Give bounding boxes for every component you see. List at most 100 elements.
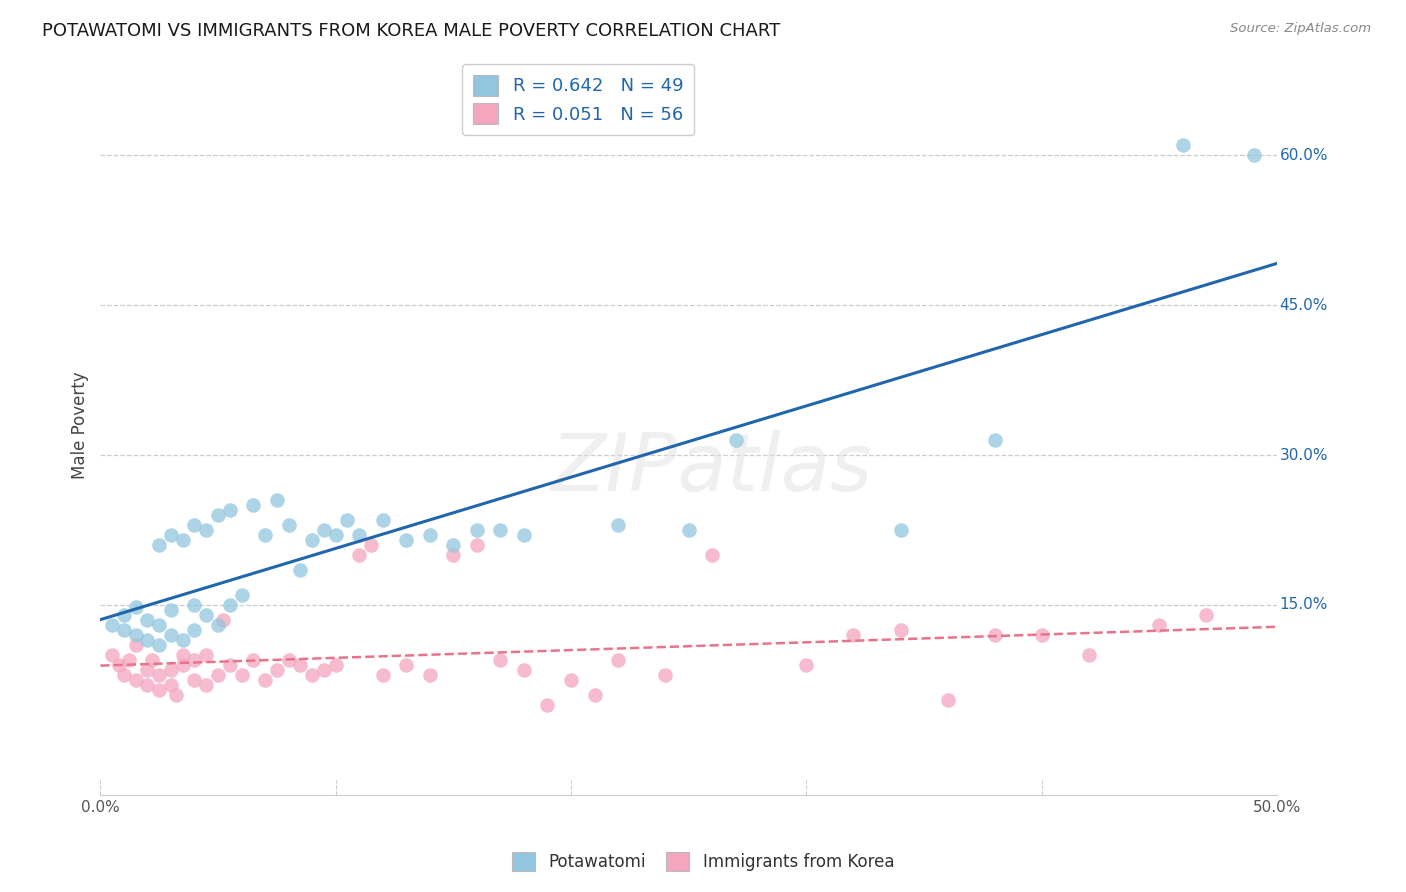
Point bbox=[108, 657, 131, 672]
Point bbox=[211, 613, 233, 627]
Point bbox=[195, 678, 218, 692]
Point bbox=[441, 548, 464, 562]
Point bbox=[513, 528, 536, 542]
Point bbox=[183, 518, 205, 533]
Point bbox=[702, 548, 724, 562]
Point bbox=[160, 678, 183, 692]
Text: POTAWATOMI VS IMMIGRANTS FROM KOREA MALE POVERTY CORRELATION CHART: POTAWATOMI VS IMMIGRANTS FROM KOREA MALE… bbox=[42, 22, 780, 40]
Point bbox=[148, 682, 170, 697]
Point bbox=[172, 648, 194, 662]
Text: 50.0%: 50.0% bbox=[1253, 800, 1301, 815]
Point bbox=[441, 538, 464, 552]
Point bbox=[195, 523, 218, 537]
Point bbox=[160, 628, 183, 642]
Point bbox=[347, 528, 370, 542]
Point bbox=[583, 688, 606, 702]
Point bbox=[419, 668, 441, 682]
Point bbox=[312, 523, 335, 537]
Point bbox=[160, 528, 183, 542]
Point bbox=[1171, 138, 1194, 153]
Point bbox=[1195, 607, 1218, 622]
Point bbox=[983, 628, 1005, 642]
Point bbox=[360, 538, 382, 552]
Point bbox=[796, 657, 818, 672]
Point bbox=[195, 648, 218, 662]
Point bbox=[112, 607, 135, 622]
Point bbox=[266, 493, 288, 508]
Point bbox=[112, 623, 135, 637]
Point bbox=[678, 523, 700, 537]
Point bbox=[195, 607, 218, 622]
Point bbox=[183, 673, 205, 687]
Text: 15.0%: 15.0% bbox=[1279, 598, 1327, 613]
Point bbox=[242, 653, 264, 667]
Point bbox=[160, 663, 183, 677]
Point bbox=[513, 663, 536, 677]
Text: 0.0%: 0.0% bbox=[82, 800, 120, 815]
Point bbox=[124, 673, 146, 687]
Point bbox=[183, 653, 205, 667]
Point bbox=[889, 623, 911, 637]
Point bbox=[141, 653, 163, 667]
Point bbox=[325, 528, 347, 542]
Point bbox=[231, 588, 253, 602]
Legend: R = 0.642   N = 49, R = 0.051   N = 56: R = 0.642 N = 49, R = 0.051 N = 56 bbox=[463, 64, 695, 135]
Point bbox=[419, 528, 441, 542]
Point bbox=[371, 513, 394, 527]
Point bbox=[136, 678, 159, 692]
Point bbox=[301, 533, 323, 547]
Point bbox=[1243, 148, 1265, 162]
Point bbox=[172, 632, 194, 647]
Point bbox=[290, 563, 312, 577]
Point bbox=[136, 632, 159, 647]
Point bbox=[218, 598, 240, 612]
Point bbox=[165, 688, 187, 702]
Point bbox=[347, 548, 370, 562]
Text: ZIPatlas: ZIPatlas bbox=[551, 431, 873, 508]
Point bbox=[117, 653, 139, 667]
Text: Source: ZipAtlas.com: Source: ZipAtlas.com bbox=[1230, 22, 1371, 36]
Point bbox=[277, 653, 299, 667]
Point bbox=[936, 693, 959, 707]
Point bbox=[254, 673, 277, 687]
Point bbox=[124, 628, 146, 642]
Point bbox=[242, 498, 264, 512]
Point bbox=[395, 533, 418, 547]
Point bbox=[371, 668, 394, 682]
Point bbox=[1149, 618, 1171, 632]
Point bbox=[290, 657, 312, 672]
Point bbox=[148, 638, 170, 652]
Point bbox=[148, 538, 170, 552]
Point bbox=[983, 433, 1005, 447]
Point bbox=[218, 657, 240, 672]
Point bbox=[183, 598, 205, 612]
Point bbox=[101, 648, 124, 662]
Point bbox=[336, 513, 359, 527]
Point bbox=[183, 623, 205, 637]
Point bbox=[395, 657, 418, 672]
Point bbox=[465, 538, 488, 552]
Point bbox=[207, 508, 229, 522]
Point bbox=[607, 518, 630, 533]
Point bbox=[489, 523, 512, 537]
Point bbox=[136, 613, 159, 627]
Point bbox=[1077, 648, 1099, 662]
Point bbox=[160, 603, 183, 617]
Point bbox=[207, 618, 229, 632]
Point bbox=[607, 653, 630, 667]
Point bbox=[148, 668, 170, 682]
Point bbox=[136, 663, 159, 677]
Point bbox=[266, 663, 288, 677]
Point bbox=[325, 657, 347, 672]
Point bbox=[277, 518, 299, 533]
Point bbox=[842, 628, 865, 642]
Point bbox=[465, 523, 488, 537]
Point bbox=[654, 668, 676, 682]
Point bbox=[124, 638, 146, 652]
Point bbox=[124, 599, 146, 614]
Point bbox=[231, 668, 253, 682]
Point bbox=[536, 698, 558, 712]
Point bbox=[889, 523, 911, 537]
Point bbox=[1031, 628, 1053, 642]
Point bbox=[172, 657, 194, 672]
